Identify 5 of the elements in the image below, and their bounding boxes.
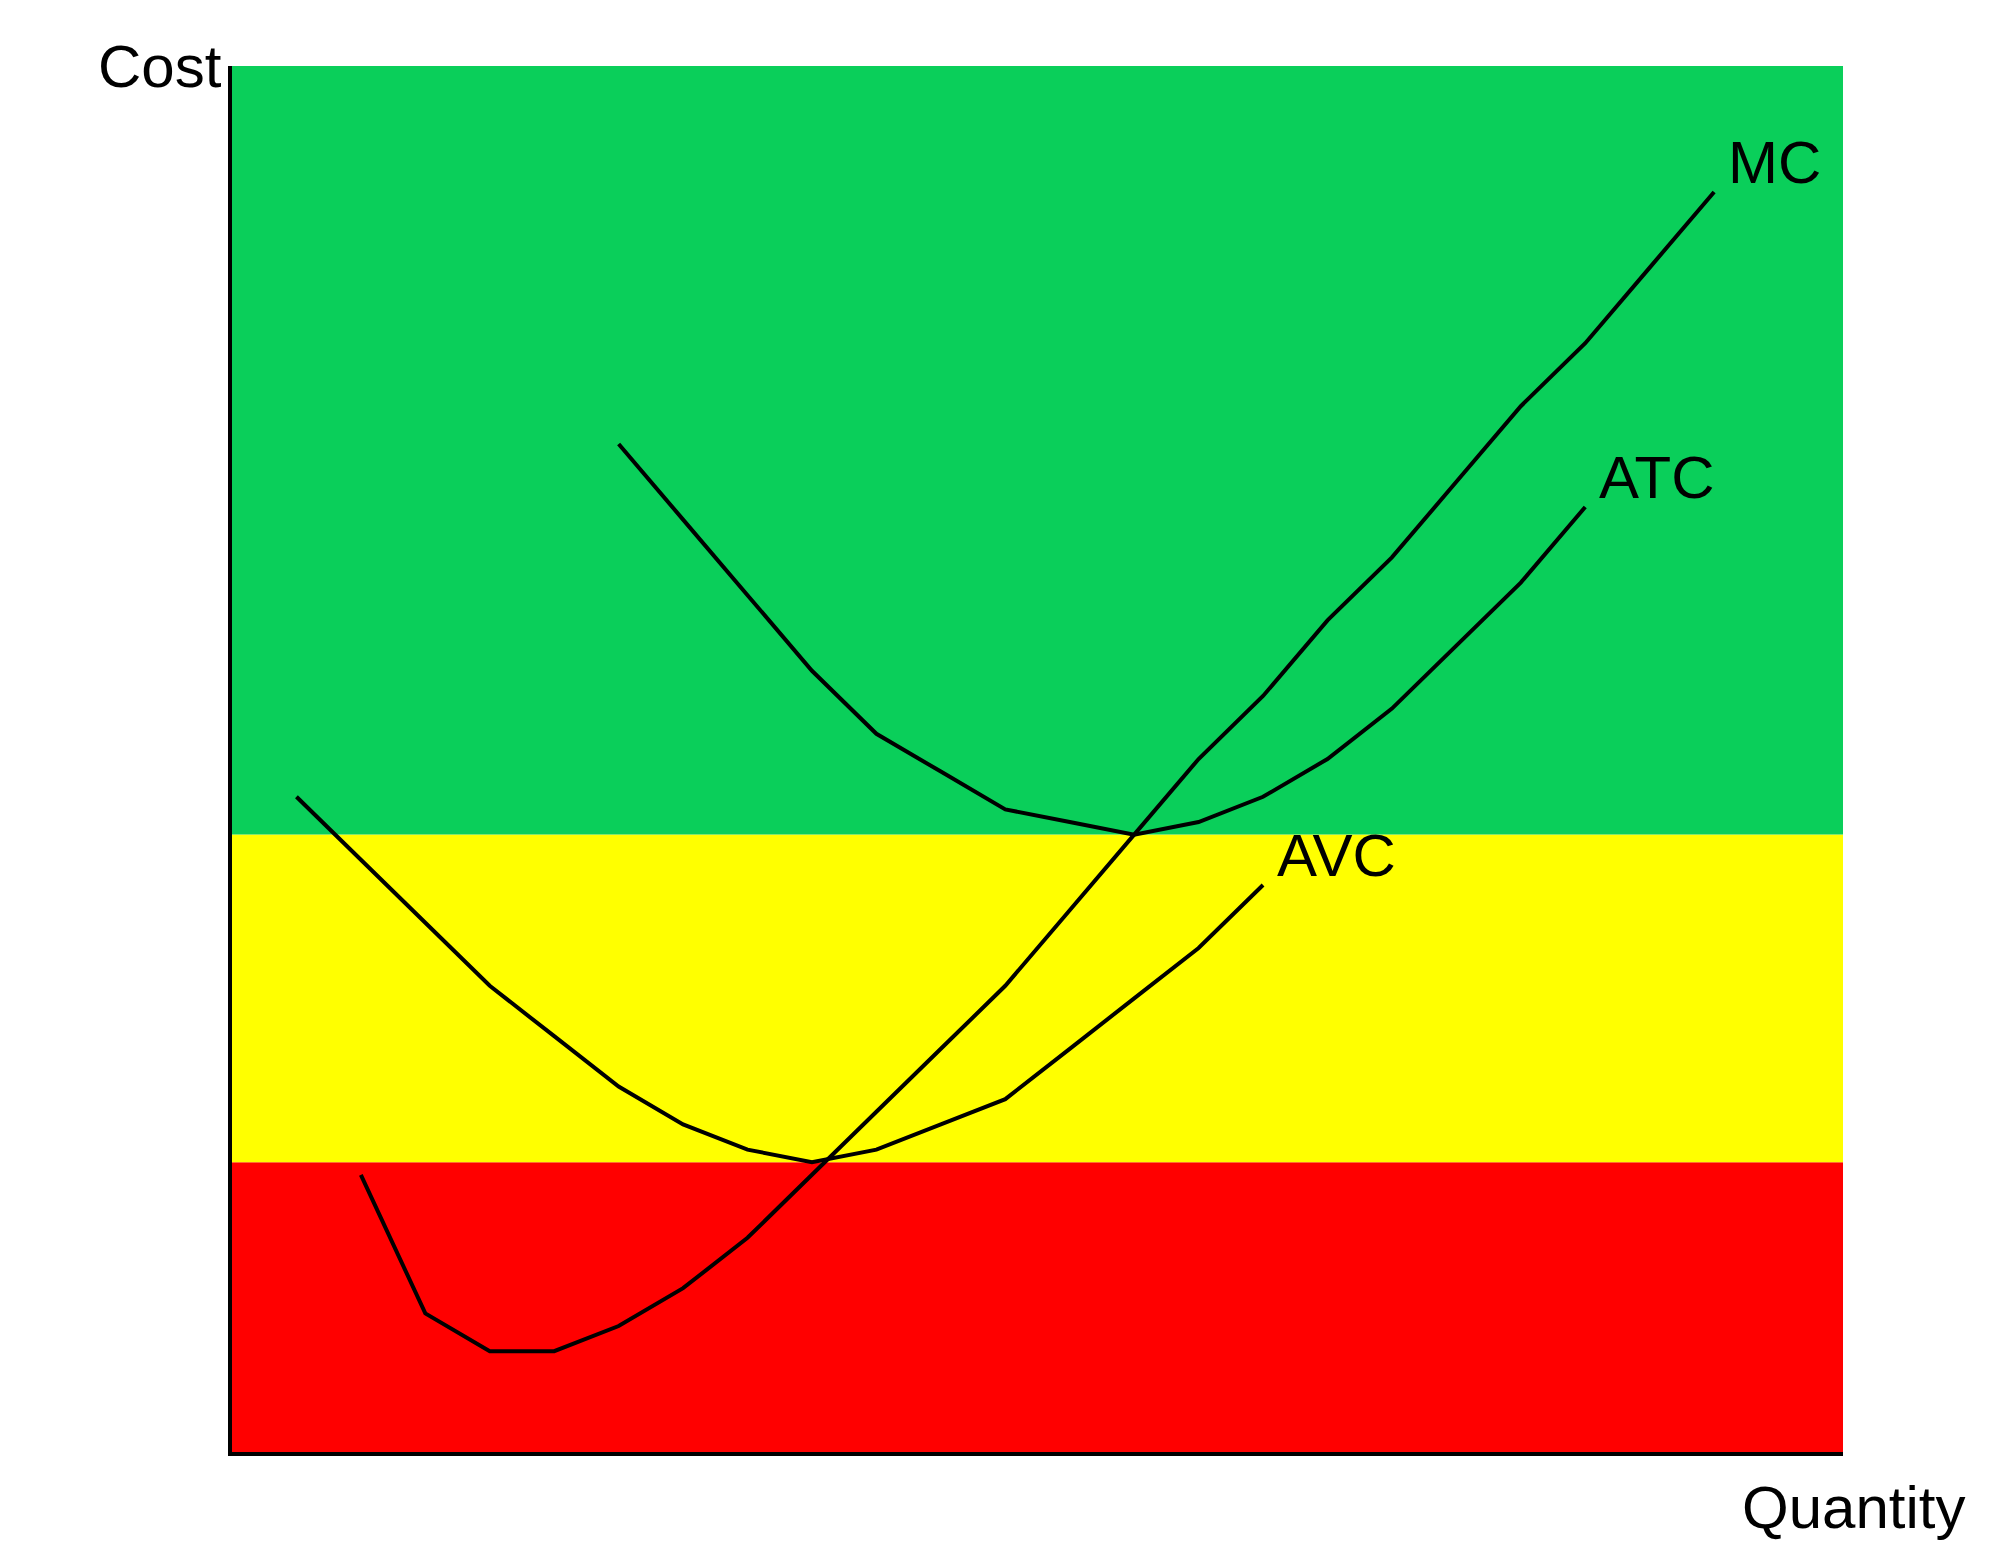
series-label: AVC bbox=[1277, 822, 1396, 889]
series-label: MC bbox=[1728, 129, 1822, 196]
series-label: ATC bbox=[1599, 444, 1715, 511]
y-axis-title: Cost bbox=[98, 33, 222, 100]
x-axis-title: Quantity bbox=[1742, 1474, 1966, 1541]
